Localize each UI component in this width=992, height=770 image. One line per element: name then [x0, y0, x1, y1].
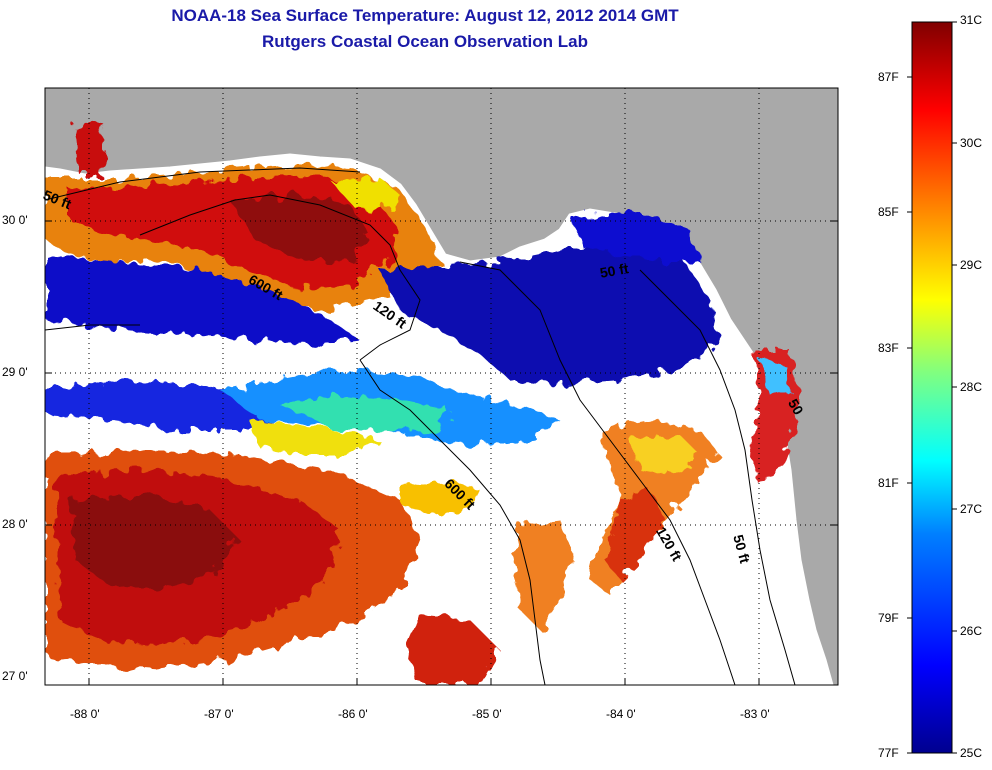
lat-label: 28 0' [2, 517, 28, 531]
isobath-contours [45, 167, 796, 685]
lon-label: -83 0' [740, 707, 770, 721]
colorbar-celsius-label: 28C [960, 380, 983, 394]
axis-ticks [45, 220, 838, 685]
lon-label: -87 0' [204, 707, 234, 721]
sst-imagery [45, 120, 800, 685]
colorbar-celsius-label: 25C [960, 746, 983, 760]
lon-label: -86 0' [338, 707, 368, 721]
colorbar-fahrenheit-label: 83F [878, 341, 899, 355]
colorbar [911, 21, 953, 754]
colorbar-fahrenheit-label: 87F [878, 70, 899, 84]
colorbar-celsius-label: 31C [960, 13, 983, 27]
colorbar-fahrenheit-label: 77F [878, 746, 899, 760]
lon-label: -84 0' [606, 707, 636, 721]
colorbar-celsius-label: 29C [960, 258, 983, 272]
lat-label: 29 0' [2, 365, 28, 379]
map-subtitle: Rutgers Coastal Ocean Observation Lab [262, 32, 588, 51]
colorbar-fahrenheit-label: 79F [878, 611, 899, 625]
map-frame [44, 87, 839, 686]
colorbar-celsius-label: 26C [960, 624, 983, 638]
colorbar-celsius-label: 30C [960, 136, 983, 150]
graticule [45, 88, 838, 685]
land-mass [45, 88, 838, 685]
lon-label: -88 0' [70, 707, 100, 721]
map-title: NOAA-18 Sea Surface Temperature: August … [171, 6, 679, 25]
colorbar-ticks [907, 21, 957, 754]
colorbar-celsius-label: 27C [960, 502, 983, 516]
lon-label: -85 0' [472, 707, 502, 721]
colorbar-fahrenheit-label: 81F [878, 476, 899, 490]
colorbar-fahrenheit-label: 85F [878, 205, 899, 219]
lat-label: 30 0' [2, 213, 28, 227]
lat-label: 27 0' [2, 669, 28, 683]
